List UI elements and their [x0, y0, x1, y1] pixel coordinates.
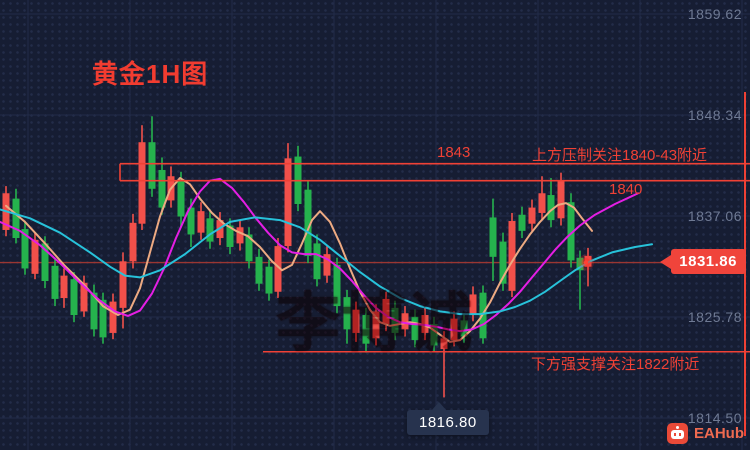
- candle-body: [372, 311, 380, 339]
- price-tag-arrow-icon: [660, 254, 672, 269]
- current-price-value: 1831.86: [679, 253, 737, 270]
- candle-body: [70, 279, 78, 316]
- candle-body: [421, 315, 429, 333]
- candle-body: [21, 229, 29, 269]
- candle-body: [255, 256, 263, 284]
- eahub-logo: EAHub: [667, 423, 744, 444]
- candle-body: [148, 142, 156, 189]
- candle-body: [206, 218, 214, 242]
- analyst-watermark: 李博诚: [276, 287, 474, 359]
- current-price-tag: 1831.86: [660, 249, 746, 274]
- axis-tick-label: 1825.78: [687, 309, 742, 325]
- resistance-note: 上方压制关注1840-43附近: [532, 147, 708, 164]
- candle-body: [236, 227, 244, 244]
- candle-body: [508, 221, 516, 291]
- tooltip-arrow-icon: [431, 402, 447, 411]
- chart-title: 黄金1H图: [92, 59, 209, 89]
- candle-body: [362, 315, 370, 344]
- candle-body: [226, 225, 234, 247]
- candle-body: [382, 298, 390, 324]
- ma-mid-magenta: [0, 177, 639, 333]
- candle-body: [460, 320, 468, 337]
- axis-tick-label: 1848.34: [687, 107, 742, 123]
- candle-body: [343, 297, 351, 330]
- candle-body: [80, 282, 88, 312]
- axis-tick-label: 1859.62: [687, 6, 742, 22]
- candle-body: [557, 180, 565, 219]
- resistance-label-1843: 1843: [437, 144, 471, 161]
- spike-low-tooltip: 1816.80: [407, 402, 489, 435]
- candle-body: [41, 243, 49, 282]
- candle-body: [528, 207, 536, 224]
- candle-body: [352, 309, 360, 333]
- candle-body: [265, 266, 273, 294]
- candle-body: [129, 222, 137, 262]
- candle-body: [284, 158, 292, 247]
- candle-body: [177, 180, 185, 217]
- candle-body: [274, 246, 282, 292]
- support-note: 下方强支撑关注1822附近: [531, 356, 700, 373]
- candle-body: [90, 292, 98, 330]
- candle-body: [109, 301, 117, 333]
- candle-body: [538, 193, 546, 213]
- candle-body: [51, 265, 59, 299]
- candle-body: [138, 142, 146, 224]
- candle-body: [469, 294, 477, 315]
- spike-low-value: 1816.80: [419, 414, 477, 431]
- axis-tick-label: 1837.06: [687, 208, 742, 224]
- candle-body: [401, 313, 409, 330]
- candle-body: [411, 316, 419, 341]
- candle-body: [158, 169, 166, 208]
- eahub-logo-text: EAHub: [694, 425, 744, 442]
- candle-body: [99, 299, 107, 338]
- axis-tick-label: 1814.50: [687, 410, 742, 426]
- candle-body: [187, 207, 195, 235]
- last-close-marker: [583, 260, 589, 265]
- candle-body: [12, 198, 20, 239]
- candle-body: [333, 264, 341, 307]
- candle-body: [313, 243, 321, 280]
- candle-body: [489, 217, 497, 257]
- candle-body: [245, 234, 253, 262]
- candle-body: [576, 257, 584, 271]
- ma-fast-salmon: [5, 177, 593, 343]
- ma-slow-cyan: [0, 208, 653, 316]
- candle-body: [31, 239, 39, 274]
- robot-icon: [667, 423, 688, 444]
- candle-body: [547, 195, 555, 221]
- candle-body: [430, 323, 438, 346]
- candle-body: [440, 338, 448, 350]
- candle-body: [304, 189, 312, 256]
- candle-body: [567, 202, 575, 261]
- candle-body: [60, 275, 68, 299]
- candle-body: [499, 241, 507, 284]
- candle-body: [197, 211, 205, 233]
- candle-body: [518, 214, 526, 231]
- candle-body: [584, 255, 592, 267]
- resistance-label-1840: 1840: [609, 181, 643, 198]
- candle-body: [119, 261, 127, 308]
- candle-body: [323, 254, 331, 276]
